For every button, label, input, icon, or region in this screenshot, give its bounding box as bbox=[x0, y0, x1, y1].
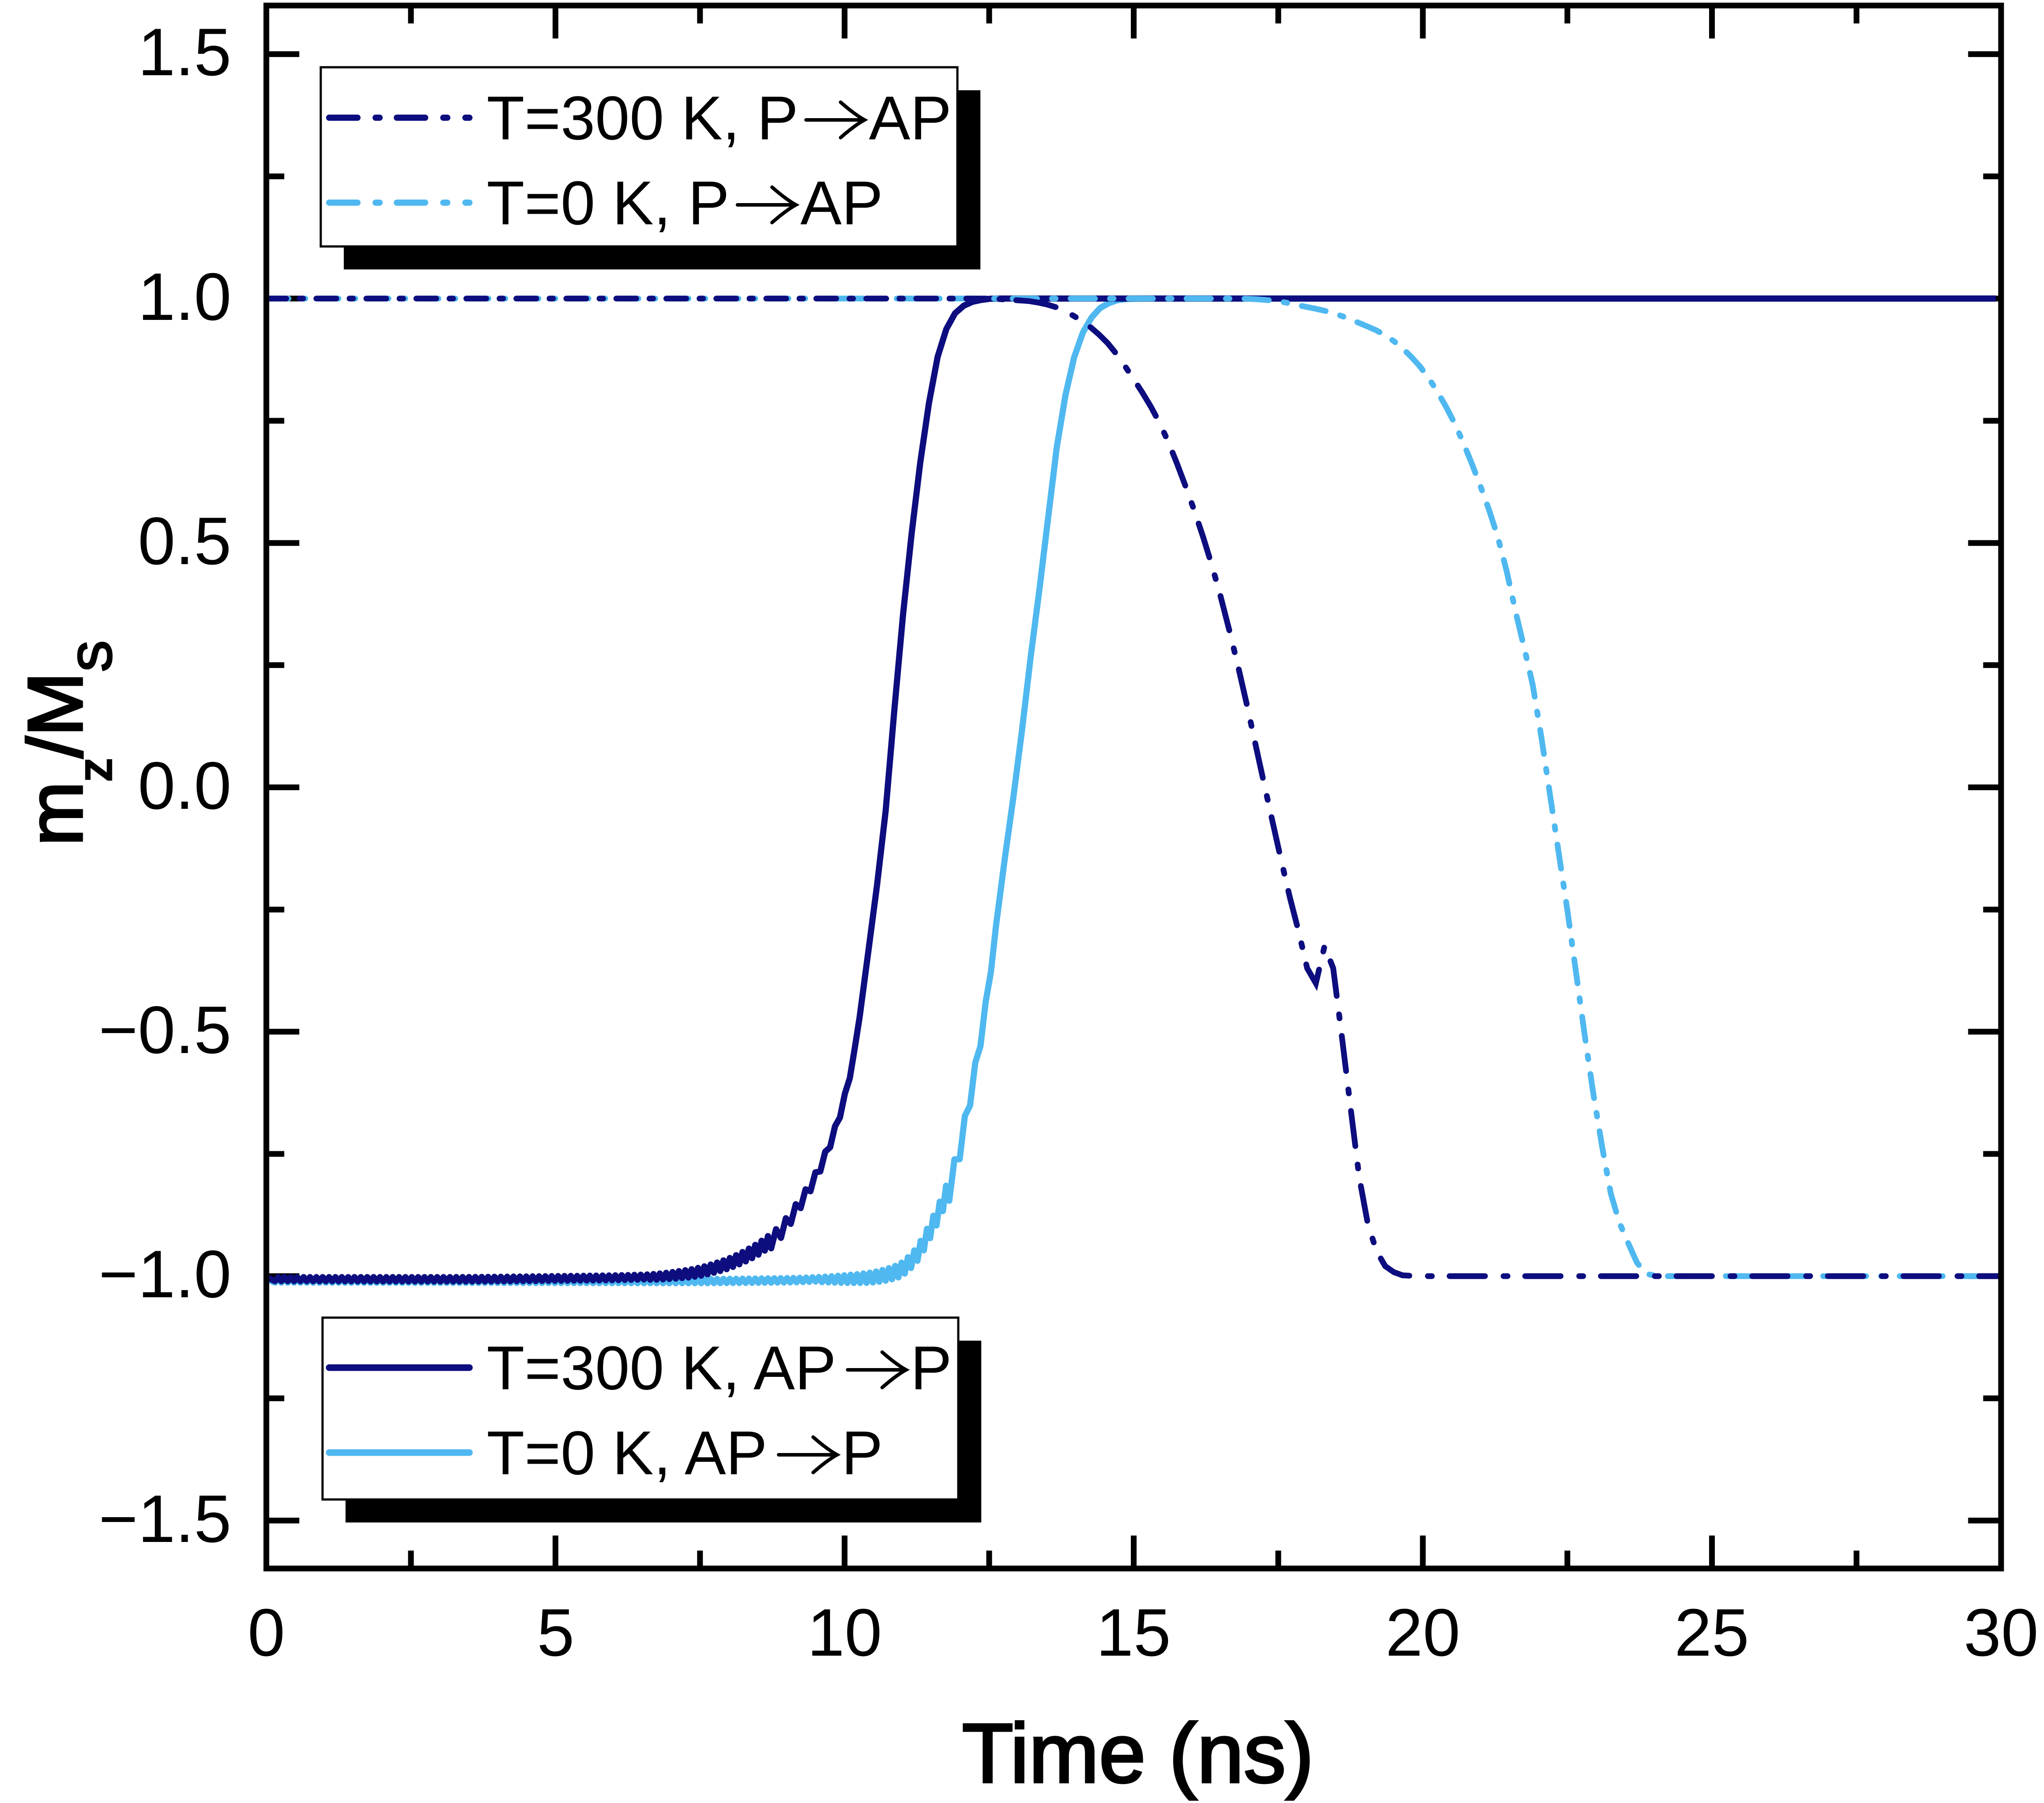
svg-text:0.0: 0.0 bbox=[138, 748, 231, 823]
svg-text:30: 30 bbox=[1963, 1595, 2038, 1670]
svg-text:T=300 K, P: T=300 K, P bbox=[487, 83, 798, 153]
svg-text:P: P bbox=[911, 1333, 952, 1403]
svg-text:−1.5: −1.5 bbox=[99, 1481, 231, 1557]
svg-text:−1.0: −1.0 bbox=[99, 1237, 231, 1312]
svg-text:T=300 K, AP: T=300 K, AP bbox=[487, 1333, 836, 1403]
svg-text:0: 0 bbox=[248, 1595, 285, 1670]
svg-text:P: P bbox=[841, 1418, 883, 1488]
svg-text:AP: AP bbox=[869, 83, 952, 153]
svg-text:25: 25 bbox=[1674, 1595, 1749, 1670]
svg-text:5: 5 bbox=[537, 1595, 575, 1670]
svg-text:T=0 K, AP: T=0 K, AP bbox=[487, 1418, 767, 1488]
svg-text:10: 10 bbox=[807, 1595, 882, 1670]
svg-text:20: 20 bbox=[1385, 1595, 1460, 1670]
svg-text:1.5: 1.5 bbox=[138, 15, 231, 90]
svg-text:15: 15 bbox=[1096, 1595, 1171, 1670]
svg-text:0.5: 0.5 bbox=[138, 504, 231, 579]
svg-text:1.0: 1.0 bbox=[138, 259, 231, 334]
svg-text:T=0 K, P: T=0 K, P bbox=[487, 168, 730, 238]
svg-text:Time (ns): Time (ns) bbox=[962, 1707, 1314, 1800]
svg-text:−0.5: −0.5 bbox=[99, 992, 231, 1068]
svg-text:AP: AP bbox=[800, 168, 883, 238]
